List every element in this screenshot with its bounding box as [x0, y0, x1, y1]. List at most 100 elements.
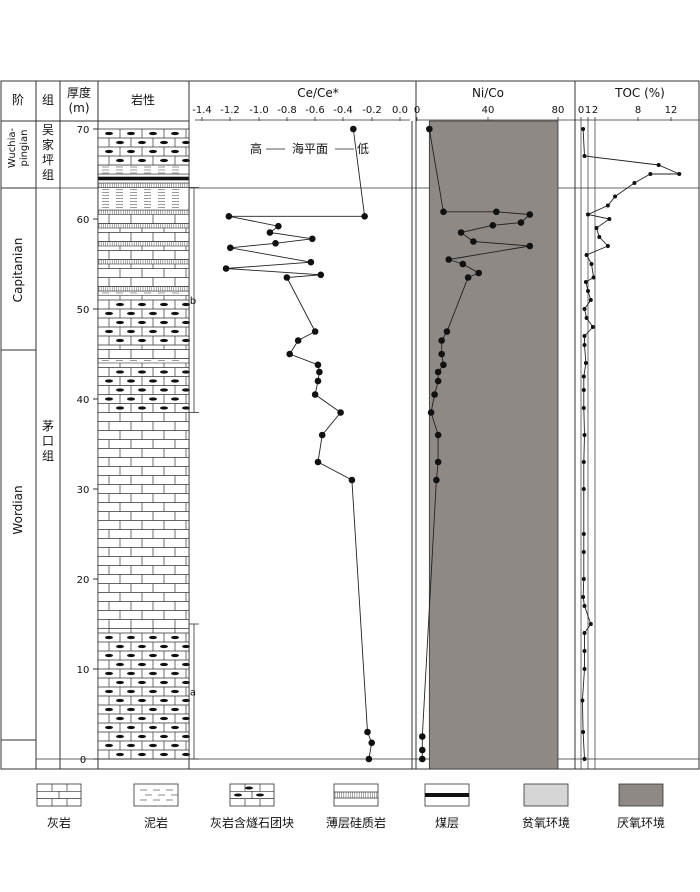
outer-border: [0, 80, 700, 770]
chert-nodule: [116, 734, 124, 739]
stage-wordian: Wordian: [11, 485, 25, 534]
x-tick-label: 40: [482, 105, 495, 116]
chert-nodule: [138, 370, 146, 374]
x-tick-label: -0.6: [305, 105, 325, 116]
chert-nodule: [182, 680, 190, 685]
legend-label: 泥岩: [144, 815, 168, 830]
data-point: [318, 431, 326, 439]
data-point: [365, 755, 373, 763]
stage-wuchiapingian-1: Wuchia-: [7, 128, 18, 169]
data-point: [581, 730, 586, 734]
chert-nodule: [138, 320, 146, 325]
lithology-unit-siliceous: [97, 182, 190, 188]
chert-nodule: [138, 662, 146, 667]
x-tick-label: -0.4: [333, 105, 353, 116]
thickness-unit: (m): [68, 101, 89, 115]
chert-nodule: [182, 302, 190, 307]
chert-nodule: [171, 725, 179, 730]
data-point: [582, 604, 587, 608]
data-point: [361, 213, 368, 220]
chert-nodule: [138, 752, 146, 757]
data-point: [648, 172, 653, 176]
legend-nodule: [256, 793, 264, 797]
chert-nodule: [160, 734, 168, 739]
chert-nodule: [182, 662, 190, 667]
data-point: [581, 388, 586, 392]
chert-nodule: [105, 311, 113, 316]
data-point: [272, 240, 279, 247]
chert-nodule: [171, 671, 179, 676]
chert-nodule: [105, 689, 113, 694]
data-point: [582, 649, 587, 653]
data-point: [283, 274, 291, 281]
data-point: [583, 280, 588, 284]
legend-swatch: [333, 783, 379, 807]
legend-label: 灰岩: [47, 815, 71, 830]
chert-nodule: [116, 752, 124, 757]
siliceous-fill: [97, 209, 190, 215]
lithology-unit-limestone: [98, 246, 189, 260]
chert-nodule: [116, 644, 124, 649]
siliceous-fill: [97, 182, 190, 188]
legend-nodule: [234, 793, 242, 797]
chert-nodule: [127, 379, 135, 383]
formation-label-char: 口: [42, 434, 54, 448]
legend-item-mudstone: 泥岩: [133, 783, 179, 830]
chert-nodule: [138, 388, 146, 392]
data-point: [225, 213, 233, 220]
chert-nodule: [127, 707, 135, 712]
chert-nodule: [127, 689, 135, 694]
siliceous-fill: [97, 241, 190, 247]
limestone-fill: [98, 264, 189, 287]
chert-nodule: [182, 370, 190, 374]
data-point: [677, 172, 682, 176]
depth-tick-label: 50: [77, 305, 90, 316]
data-point: [597, 235, 602, 239]
data-point: [443, 328, 451, 335]
data-point: [582, 334, 587, 338]
chert-nodule: [160, 406, 168, 410]
data-point: [581, 374, 586, 379]
chert-nodule: [149, 653, 157, 658]
chert-nodule: [116, 370, 124, 374]
chert-nodule: [171, 689, 179, 694]
chert-nodule: [138, 716, 146, 721]
data-point: [427, 409, 435, 416]
data-point: [266, 229, 274, 236]
chart-title: Ni/Co: [472, 86, 504, 100]
chert-nodule: [105, 707, 113, 712]
legend-item-suboxic: 贫氧环境: [522, 783, 570, 830]
formation-label-char: 家: [42, 137, 54, 152]
legend-item-coal: 煤层: [424, 783, 470, 830]
chert-nodule: [149, 689, 157, 694]
chert-nodule: [105, 671, 113, 676]
data-point: [464, 274, 472, 281]
data-point: [489, 222, 497, 229]
stage-wuchiapingian-2: pingian: [19, 129, 30, 166]
chert-nodule: [138, 158, 146, 163]
data-point: [581, 532, 586, 536]
chert-nodule: [116, 302, 124, 307]
data-point: [368, 739, 376, 747]
legend-nodule: [245, 786, 253, 790]
chert-nodule: [171, 635, 179, 640]
lithology-unit-limestone: [98, 412, 189, 629]
data-point: [457, 229, 465, 236]
chert-nodule: [127, 635, 135, 640]
data-point: [438, 350, 445, 358]
legend-item-limestone_chert: 灰岩含燧石团块: [210, 783, 294, 830]
data-point: [613, 194, 618, 199]
data-point: [294, 337, 302, 344]
limestone-fill: [98, 214, 189, 224]
chert-nodule: [127, 329, 135, 334]
chert-nodule: [149, 707, 157, 712]
lithology-unit-siliceous: [97, 209, 190, 215]
x-tick-label: -1.2: [220, 105, 240, 116]
data-point: [426, 125, 433, 133]
x-tick-label: 1: [585, 105, 591, 116]
chert-nodule: [127, 671, 135, 676]
ni-co-zone: [428, 120, 559, 770]
formation-label-char: 组: [42, 449, 54, 463]
chert-nodule: [138, 406, 146, 410]
lithology-column: ab: [97, 128, 199, 760]
